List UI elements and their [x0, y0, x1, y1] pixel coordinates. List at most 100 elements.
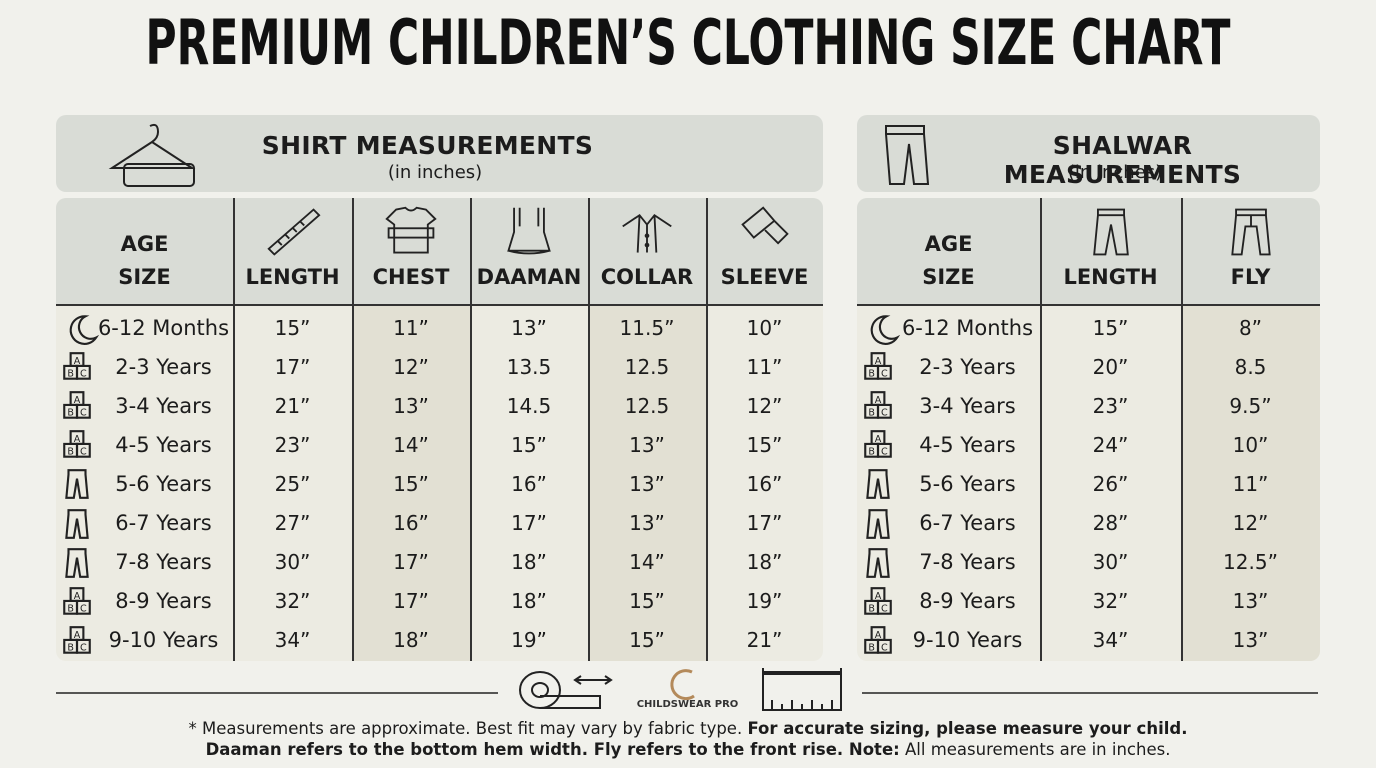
age-icon [870, 315, 901, 345]
tape-roll-icon [531, 682, 549, 698]
age-cell: 2-3 Years [919, 354, 1016, 379]
value-cell: 16” [746, 471, 783, 496]
value-cell: 18” [511, 550, 547, 575]
column-divider [470, 198, 472, 661]
pants-icon [885, 125, 930, 185]
age-cell: 5-6 Years [919, 471, 1016, 496]
age-cell: 2-3 Years [115, 354, 212, 379]
column-icon [266, 208, 320, 256]
value-cell: 9.5” [1229, 393, 1272, 418]
svg-text:C: C [881, 408, 888, 419]
column-icon [740, 206, 789, 245]
svg-text:C: C [80, 447, 87, 458]
tape-icon [540, 675, 613, 709]
header-divider [56, 304, 823, 306]
footnote-text: * Measurements are approximate. Best fit… [188, 719, 743, 738]
age-icon: AB C [864, 352, 892, 380]
value-cell: 21” [746, 628, 783, 653]
footnote-line: * Measurements are approximate. Best fit… [0, 719, 1376, 738]
svg-text:A: A [74, 395, 81, 406]
column-icon [507, 207, 551, 255]
footnote-text: For accurate sizing, please measure your… [747, 719, 1188, 738]
header-label: SIZE [118, 265, 171, 289]
column-icon [385, 206, 437, 254]
svg-text:C: C [80, 642, 87, 653]
age-icon [65, 547, 89, 578]
column-icon [622, 213, 672, 253]
value-cell: 11.5” [619, 315, 675, 340]
svg-text:C: C [881, 642, 888, 653]
logo-text: CHILDSWEAR PRO [636, 699, 739, 710]
age-cell: 6-12 Months [901, 315, 1034, 340]
value-cell: 15” [629, 628, 665, 653]
tape-roll-icon [519, 671, 561, 709]
age-cell: 6-7 Years [115, 511, 212, 536]
column-divider [233, 198, 235, 661]
shalwar-header-band [857, 115, 1320, 192]
value-cell: 14” [629, 550, 665, 575]
age-cell: 8-9 Years [115, 589, 212, 614]
value-cell: 10” [746, 315, 783, 340]
value-cell: 12.5 [624, 393, 670, 418]
value-cell: 30” [274, 550, 311, 575]
header-divider [857, 304, 1320, 306]
age-cell: 7-8 Years [115, 550, 212, 575]
section-title: SHIRT MEASUREMENTS [261, 131, 594, 160]
age-cell: 6-12 Months [97, 315, 230, 340]
section-subtitle: (in inches) [1067, 162, 1163, 183]
svg-text:A: A [74, 591, 81, 602]
value-cell: 34” [1092, 628, 1129, 653]
value-cell: 21” [274, 393, 311, 418]
header-label: AGE [120, 232, 169, 256]
value-cell: 13” [629, 511, 665, 536]
svg-text:B: B [67, 447, 74, 458]
value-cell: 15” [746, 432, 783, 457]
svg-text:A: A [875, 395, 882, 406]
svg-text:A: A [875, 434, 882, 445]
svg-text:C: C [80, 408, 87, 419]
svg-text:B: B [67, 603, 74, 614]
value-cell: 27” [274, 511, 311, 536]
value-cell: 25” [274, 471, 311, 496]
age-cell: 9-10 Years [108, 628, 219, 653]
age-icon: AB C [864, 430, 892, 459]
footnote-text: All measurements are in inches. [905, 740, 1171, 759]
svg-text:B: B [67, 408, 74, 419]
section-title: SHALWAR MEASUREMENTS [1003, 131, 1242, 189]
value-cell: 23” [1092, 393, 1129, 418]
age-icon: AB C [63, 391, 91, 419]
value-cell: 20” [1092, 354, 1129, 379]
svg-text:A: A [875, 630, 882, 641]
age-icon [866, 469, 890, 500]
age-icon: AB C [63, 625, 91, 654]
column-header: LENGTH [1063, 265, 1158, 289]
value-cell: 12.5 [624, 354, 670, 379]
hanger-icon [108, 123, 196, 169]
value-cell: 17” [393, 550, 429, 575]
column-divider [588, 198, 590, 661]
value-cell: 13” [629, 471, 665, 496]
value-cell: 18” [746, 550, 783, 575]
table-header-band [56, 198, 823, 304]
age-icon [65, 469, 89, 500]
value-cell: 15” [629, 589, 665, 614]
age-icon [65, 508, 89, 539]
value-cell: 13” [393, 393, 429, 418]
value-cell: 32” [1092, 589, 1129, 614]
value-cell: 14.5 [506, 393, 552, 418]
page-title: PREMIUM CHILDREN’S CLOTHING SIZE CHART [146, 6, 1231, 79]
column-icon [1092, 208, 1129, 256]
value-cell: 15” [274, 315, 311, 340]
age-icon: AB C [63, 430, 91, 459]
svg-text:C: C [881, 447, 888, 458]
age-cell: 9-10 Years [912, 628, 1023, 653]
age-cell: 8-9 Years [919, 589, 1016, 614]
age-icon [866, 508, 890, 539]
value-cell: 13” [1232, 589, 1269, 614]
age-cell: 3-4 Years [115, 393, 212, 418]
value-cell: 13.5 [506, 354, 552, 379]
logo-mark [670, 669, 695, 701]
svg-text:A: A [875, 591, 882, 602]
